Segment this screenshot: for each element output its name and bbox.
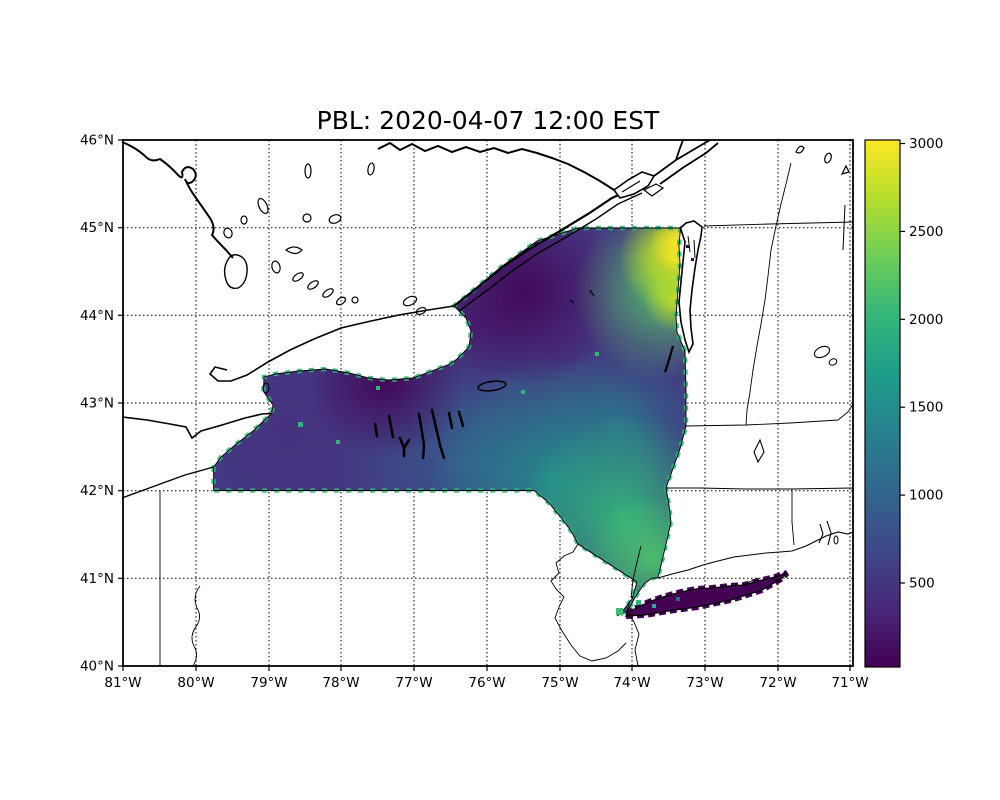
- hudson-river: [630, 545, 642, 599]
- axes-frame: [118, 139, 854, 671]
- x-axis-labels: 81°W 80°W 79°W 78°W 77°W 76°W 75°W 74°W …: [104, 675, 868, 691]
- colorbar-tick-label: 1500: [909, 400, 943, 416]
- ny-nj-border: [577, 543, 638, 583]
- canadian-lakes: [223, 162, 427, 316]
- y-tick-label: 43°N: [80, 396, 114, 412]
- y-tick-label: 46°N: [80, 133, 114, 149]
- x-tick-marks: [122, 666, 851, 671]
- ct-ma-border: [666, 487, 854, 490]
- y-tick-label: 42°N: [80, 483, 114, 499]
- y-tick-label: 45°N: [80, 220, 114, 236]
- oneida-lake: [477, 380, 507, 392]
- colorbar-tick-label: 3000: [909, 136, 943, 152]
- ct-ri-border: [791, 489, 795, 546]
- us-canada-border-45n: [703, 221, 854, 227]
- colorbar-tick-label: 2000: [909, 312, 943, 328]
- x-tick-label: 71°W: [831, 675, 868, 691]
- colorbar-tick-label: 1000: [909, 488, 943, 504]
- x-tick-label: 74°W: [613, 675, 650, 691]
- x-tick-label: 78°W: [322, 675, 359, 691]
- narragansett-bay: [818, 520, 832, 546]
- x-tick-label: 73°W: [686, 675, 723, 691]
- colorbar-gradient: [864, 139, 901, 668]
- long-island: [616, 570, 790, 620]
- x-tick-label: 72°W: [759, 675, 796, 691]
- finger-lakes: [373, 408, 465, 460]
- coastlines-and-borders: [121, 139, 854, 667]
- colorbar-tick-label: 500: [909, 576, 935, 592]
- quabbin-reservoir: [753, 438, 765, 464]
- grand-island: [262, 382, 270, 394]
- x-tick-label: 80°W: [177, 675, 214, 691]
- x-tick-label: 81°W: [104, 675, 141, 691]
- y-axis-labels: 46°N 45°N 44°N 43°N 42°N 41°N 40°N: [80, 133, 114, 675]
- y-tick-label: 40°N: [80, 659, 114, 675]
- x-tick-label: 75°W: [541, 675, 578, 691]
- adirondack-lakes: [569, 289, 595, 304]
- x-tick-label: 76°W: [468, 675, 505, 691]
- colorbar-labels: 3000 2500 2000 1500 1000 500: [909, 136, 943, 592]
- lake-george: [663, 345, 675, 373]
- plot-title: PBL: 2020-04-07 12:00 EST: [317, 106, 660, 135]
- lake-ontario-shoreline: [208, 305, 455, 382]
- colorbar-tick-marks: [900, 142, 905, 584]
- champlain-lake-cells: [686, 245, 694, 261]
- lake-erie-north-shore: [121, 412, 272, 440]
- colorbar-tick-label: 2500: [909, 224, 943, 240]
- lake-erie-south-shore: [121, 466, 214, 499]
- long-island-coastline: [624, 572, 788, 617]
- y-tick-marks: [118, 139, 123, 667]
- nh-lake: [813, 345, 831, 359]
- connecticut-river: [745, 162, 792, 426]
- lake-champlain: [678, 220, 703, 355]
- y-tick-label: 44°N: [80, 308, 114, 324]
- ma-vt-nh-border: [685, 403, 854, 427]
- nj-coastline: [626, 600, 640, 667]
- y-tick-label: 41°N: [80, 571, 114, 587]
- colorbar: 3000 2500 2000 1500 1000 500: [864, 136, 943, 668]
- x-tick-label: 77°W: [395, 675, 432, 691]
- stray-teal-cells: [298, 352, 599, 444]
- delaware-river: [550, 543, 627, 662]
- allegheny-river: [191, 585, 201, 667]
- x-tick-label: 79°W: [250, 675, 287, 691]
- ct-ri-coastline: [657, 531, 854, 579]
